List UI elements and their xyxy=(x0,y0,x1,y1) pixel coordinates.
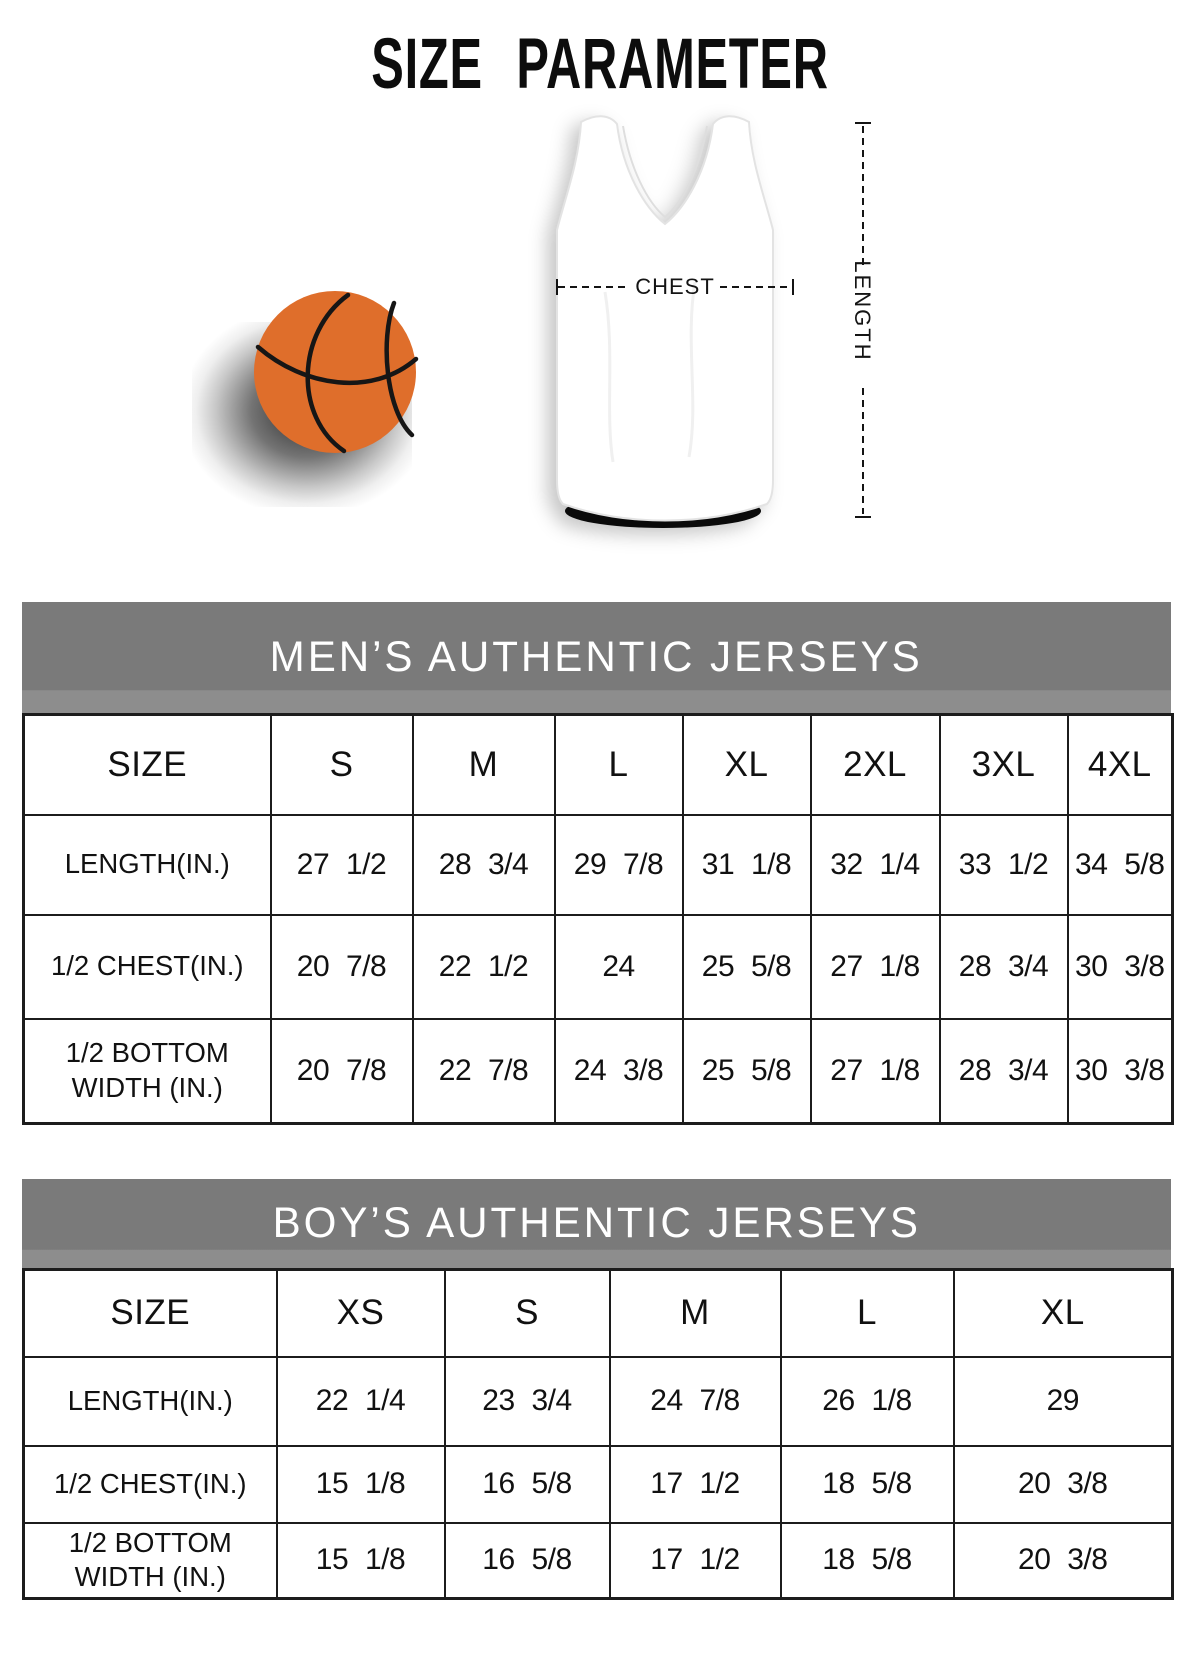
value-cell: 32 1/4 xyxy=(809,813,941,916)
boys-length-row: LENGTH(IN.) 22 1/4 23 3/4 24 7/8 26 1/8 … xyxy=(22,1355,1174,1447)
value-cell: 20 7/8 xyxy=(269,1017,414,1125)
length-label: LENGTH xyxy=(850,260,875,362)
boys-header-row: SIZE XS S M L XL xyxy=(22,1268,1174,1358)
row-label: 1/2 BOTTOM WIDTH (IN.) xyxy=(22,1017,272,1125)
value-cell: 20 3/8 xyxy=(952,1444,1174,1524)
value-cell: 15 1/8 xyxy=(275,1521,446,1600)
mens-size-header: SIZE xyxy=(22,713,272,816)
row-label: 1/2 BOTTOM WIDTH (IN.) xyxy=(22,1521,278,1600)
value-cell: 34 5/8 xyxy=(1066,813,1174,916)
row-label: 1/2 CHEST(IN.) xyxy=(22,913,272,1020)
value-cell: 31 1/8 xyxy=(681,813,812,916)
value-cell: 22 1/4 xyxy=(275,1355,446,1447)
mens-title-band: MEN’S AUTHENTIC JERSEYS xyxy=(22,602,1171,713)
length-bottom-tick xyxy=(855,516,871,518)
length-dashed-line-bottom xyxy=(862,388,864,514)
value-cell: 27 1/8 xyxy=(809,913,941,1020)
boys-col-m: M xyxy=(608,1268,782,1358)
value-cell: 16 5/8 xyxy=(443,1521,611,1600)
value-cell: 25 5/8 xyxy=(681,1017,812,1125)
mens-chest-row: 1/2 CHEST(IN.) 20 7/8 22 1/2 24 25 5/8 2… xyxy=(22,913,1174,1020)
page-title: SIZE PARAMETER xyxy=(371,23,829,103)
chest-measure-line: CHEST xyxy=(556,274,794,299)
length-dashed-line-top xyxy=(862,126,864,266)
value-cell: 28 3/4 xyxy=(938,1017,1069,1125)
boys-size-header: SIZE xyxy=(22,1268,278,1358)
value-cell: 17 1/2 xyxy=(608,1521,782,1600)
mens-col-s: S xyxy=(269,713,414,816)
mens-size-table: SIZE S M L XL 2XL 3XL 4XL LENGTH(IN.) 27… xyxy=(22,713,1174,1125)
length-top-tick xyxy=(855,122,871,124)
value-cell: 18 5/8 xyxy=(779,1444,955,1524)
value-cell: 27 1/2 xyxy=(269,813,414,916)
boys-title-band: BOY’S AUTHENTIC JERSEYS xyxy=(22,1179,1171,1268)
row-label: LENGTH(IN.) xyxy=(22,813,272,916)
value-cell: 26 1/8 xyxy=(779,1355,955,1447)
value-cell: 29 xyxy=(952,1355,1174,1447)
mens-table-title: MEN’S AUTHENTIC JERSEYS xyxy=(269,633,923,681)
chest-dashed-line-right xyxy=(719,286,792,288)
boys-table-title: BOY’S AUTHENTIC JERSEYS xyxy=(272,1199,921,1247)
value-cell: 30 3/8 xyxy=(1066,913,1174,1020)
chest-dashed-line-left xyxy=(558,286,631,288)
value-cell: 33 1/2 xyxy=(938,813,1069,916)
value-cell: 25 5/8 xyxy=(681,913,812,1020)
value-cell: 20 3/8 xyxy=(952,1521,1174,1600)
boys-bottom-width-row: 1/2 BOTTOM WIDTH (IN.) 15 1/8 16 5/8 17 … xyxy=(22,1521,1174,1600)
value-cell: 30 3/8 xyxy=(1066,1017,1174,1125)
boys-size-table: SIZE XS S M L XL LENGTH(IN.) 22 1/4 23 3… xyxy=(22,1268,1174,1600)
mens-col-m: M xyxy=(411,713,556,816)
value-cell: 24 xyxy=(553,913,684,1020)
mens-size-section: MEN’S AUTHENTIC JERSEYS SIZE S M L XL 2X… xyxy=(22,602,1174,1125)
boys-size-section: BOY’S AUTHENTIC JERSEYS SIZE XS S M L XL… xyxy=(22,1179,1174,1600)
value-cell: 18 5/8 xyxy=(779,1521,955,1600)
value-cell: 28 3/4 xyxy=(411,813,556,916)
boys-col-xs: XS xyxy=(275,1268,446,1358)
mens-col-2xl: 2XL xyxy=(809,713,941,816)
chest-label: CHEST xyxy=(635,274,715,299)
boys-chest-row: 1/2 CHEST(IN.) 15 1/8 16 5/8 17 1/2 18 5… xyxy=(22,1444,1174,1524)
mens-header-row: SIZE S M L XL 2XL 3XL 4XL xyxy=(22,713,1174,816)
value-cell: 15 1/8 xyxy=(275,1444,446,1524)
value-cell: 20 7/8 xyxy=(269,913,414,1020)
length-measure-line: LENGTH xyxy=(846,122,880,520)
chest-right-tick xyxy=(792,279,794,295)
value-cell: 23 3/4 xyxy=(443,1355,611,1447)
mens-col-3xl: 3XL xyxy=(938,713,1069,816)
row-label: 1/2 CHEST(IN.) xyxy=(22,1444,278,1524)
value-cell: 17 1/2 xyxy=(608,1444,782,1524)
value-cell: 27 1/8 xyxy=(809,1017,941,1125)
mens-bottom-width-row: 1/2 BOTTOM WIDTH (IN.) 20 7/8 22 7/8 24 … xyxy=(22,1017,1174,1125)
value-cell: 28 3/4 xyxy=(938,913,1069,1020)
value-cell: 24 7/8 xyxy=(608,1355,782,1447)
value-cell: 29 7/8 xyxy=(553,813,684,916)
value-cell: 22 7/8 xyxy=(411,1017,556,1125)
basketball-illustration xyxy=(254,291,419,454)
jersey-illustration xyxy=(556,115,774,528)
row-label: LENGTH(IN.) xyxy=(22,1355,278,1447)
value-cell: 16 5/8 xyxy=(443,1444,611,1524)
boys-col-xl: XL xyxy=(952,1268,1174,1358)
value-cell: 22 1/2 xyxy=(411,913,556,1020)
mens-col-xl: XL xyxy=(681,713,812,816)
boys-col-l: L xyxy=(779,1268,955,1358)
chest-left-tick xyxy=(556,279,558,295)
mens-col-l: L xyxy=(553,713,684,816)
mens-length-row: LENGTH(IN.) 27 1/2 28 3/4 29 7/8 31 1/8 … xyxy=(22,813,1174,916)
mens-col-4xl: 4XL xyxy=(1066,713,1174,816)
boys-col-s: S xyxy=(443,1268,611,1358)
value-cell: 24 3/8 xyxy=(553,1017,684,1125)
